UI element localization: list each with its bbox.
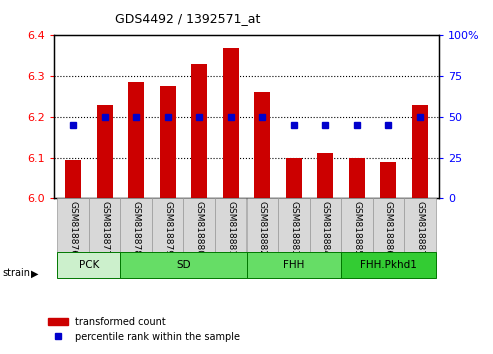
Bar [191,64,207,198]
Bar [160,86,176,198]
Bar [223,47,239,198]
Bar [65,160,81,198]
Text: PCK: PCK [79,260,99,270]
Bar [286,158,302,198]
Bar [278,198,310,253]
Text: GSM818878: GSM818878 [132,201,141,256]
Bar [412,104,428,198]
Text: GSM818886: GSM818886 [384,201,393,256]
Bar [128,82,144,198]
Text: GSM818885: GSM818885 [352,201,361,256]
Bar [57,198,89,253]
Bar [120,198,152,253]
Text: FHH: FHH [283,260,305,270]
Bar [57,252,120,278]
Bar [341,198,373,253]
Text: GSM818881: GSM818881 [226,201,235,256]
Bar [246,198,278,253]
Bar [246,252,341,278]
Bar [120,252,246,278]
Text: GSM818882: GSM818882 [258,201,267,256]
Bar [254,92,270,198]
Legend: transformed count, percentile rank within the sample: transformed count, percentile rank withi… [44,313,245,346]
Bar [349,158,365,198]
Text: GSM818883: GSM818883 [289,201,298,256]
Text: SD: SD [176,260,191,270]
Text: GDS4492 / 1392571_at: GDS4492 / 1392571_at [115,12,260,25]
Text: GSM818887: GSM818887 [416,201,424,256]
Text: GSM818879: GSM818879 [163,201,172,256]
Bar [341,252,436,278]
Text: strain: strain [2,268,31,278]
Text: GSM818877: GSM818877 [100,201,109,256]
Bar [373,198,404,253]
Bar [152,198,183,253]
Bar [97,104,112,198]
Bar [317,153,333,198]
Bar [310,198,341,253]
Text: GSM818880: GSM818880 [195,201,204,256]
Bar [381,161,396,198]
Bar [404,198,436,253]
Text: GSM818884: GSM818884 [321,201,330,256]
Bar [89,198,120,253]
Text: FHH.Pkhd1: FHH.Pkhd1 [360,260,417,270]
Bar [183,198,215,253]
Text: GSM818876: GSM818876 [69,201,77,256]
Text: ▶: ▶ [31,268,38,278]
Bar [215,198,246,253]
